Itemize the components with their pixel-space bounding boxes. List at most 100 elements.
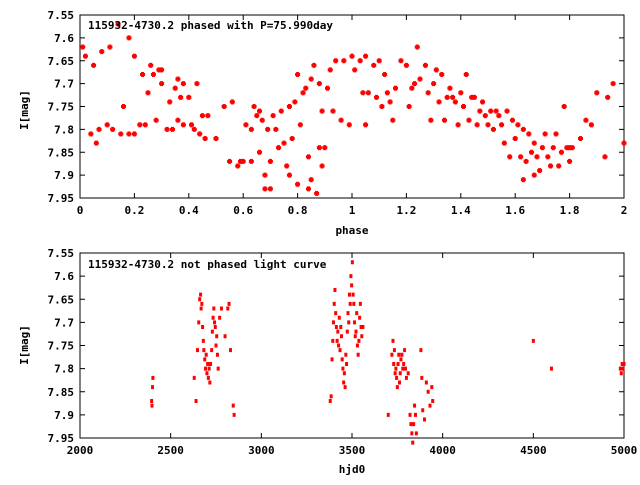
data-point [520, 126, 526, 132]
data-point [360, 90, 366, 96]
data-point [352, 67, 358, 73]
data-point [284, 163, 290, 169]
data-point [386, 412, 390, 417]
data-point [199, 306, 203, 311]
data-point [409, 85, 415, 91]
x-tick-label: 1.6 [505, 204, 525, 217]
data-point [259, 117, 265, 123]
data-point [469, 94, 475, 100]
data-point [159, 67, 165, 73]
data-point [96, 126, 102, 132]
data-point [504, 108, 510, 114]
data-point [482, 113, 488, 119]
data-point [137, 122, 143, 128]
data-point [199, 113, 205, 119]
data-point [229, 348, 233, 353]
data-point [107, 44, 113, 50]
data-point [322, 145, 328, 151]
data-point [347, 292, 351, 297]
data-point [214, 343, 218, 348]
data-point [344, 352, 348, 357]
data-point [356, 352, 360, 357]
data-point [151, 375, 155, 380]
data-point [333, 58, 339, 64]
data-point [403, 366, 407, 371]
x-tick-label: 2000 [67, 444, 94, 457]
data-point [393, 85, 399, 91]
data-point [390, 117, 396, 123]
data-point [358, 301, 362, 306]
data-point [412, 422, 416, 427]
data-point [548, 163, 554, 169]
data-point [421, 408, 425, 413]
data-point [395, 375, 399, 380]
data-point [382, 71, 388, 77]
data-point [402, 362, 406, 366]
data-point [567, 145, 573, 151]
x-tick-label: 1.8 [560, 204, 580, 217]
data-point [409, 422, 413, 427]
x-tick-label: 4500 [520, 444, 547, 457]
data-point [363, 122, 369, 128]
data-point [384, 90, 390, 96]
data-point [414, 431, 418, 436]
data-point [145, 90, 151, 96]
data-point [355, 311, 359, 316]
data-point [365, 90, 371, 96]
data-point [523, 158, 529, 164]
data-point [360, 334, 364, 339]
unphased-plot-ticks: 2000 2500 3000 3500 4000 4500 5000 7.55 7.6 7.65 7… [48, 247, 638, 457]
data-point [345, 362, 349, 366]
data-point [394, 366, 398, 371]
data-point [227, 301, 231, 306]
unphased-plot-panel: 2000 2500 3000 3500 4000 4500 5000 7.55 7.6 7.65 7… [18, 247, 637, 476]
data-point [518, 154, 524, 160]
data-point [349, 274, 353, 279]
data-point [197, 320, 201, 325]
data-point [411, 440, 415, 445]
data-point [501, 140, 507, 146]
data-point [359, 325, 363, 329]
data-point [213, 325, 217, 329]
data-point [88, 131, 94, 137]
y-tick-label: 7.95 [48, 192, 75, 205]
data-point [349, 53, 355, 59]
data-point [329, 394, 333, 399]
data-point [393, 371, 397, 376]
data-point [403, 348, 407, 353]
y-tick-label: 7.65 [48, 55, 75, 68]
y-tick-label: 7.7 [54, 78, 74, 91]
data-point [341, 366, 345, 371]
data-point [115, 21, 121, 27]
data-point [376, 58, 382, 64]
data-point [295, 181, 301, 187]
phased-plot-ticks: 0 0.2 0.4 0.6 0.8 1 1.2 1.4 1.6 1.8 2 7.55 7.6 7.65 7.… [48, 9, 628, 217]
data-point [140, 71, 146, 77]
data-point [196, 348, 200, 353]
data-point [295, 71, 301, 77]
data-point [334, 311, 338, 316]
data-point [496, 113, 502, 119]
data-point [342, 371, 346, 376]
y-tick-label: 7.8 [54, 123, 74, 136]
phased-plot-panel: 0 0.2 0.4 0.6 0.8 1 1.2 1.4 1.6 1.8 2 7.55 7.6 7.65 7.… [18, 9, 627, 237]
data-point [452, 99, 458, 105]
data-point [398, 380, 402, 385]
data-point [104, 122, 110, 128]
data-point [338, 117, 344, 123]
data-point [537, 168, 543, 174]
data-point [515, 122, 521, 128]
data-point [480, 99, 486, 105]
data-point [605, 94, 611, 100]
data-point [444, 94, 450, 100]
data-point [126, 131, 132, 137]
data-point [336, 329, 340, 334]
unphased-plot-points [150, 260, 626, 445]
data-point [215, 334, 219, 339]
data-point [194, 81, 200, 87]
data-point [400, 352, 404, 357]
data-point [186, 94, 192, 100]
data-point [292, 99, 298, 105]
data-point [373, 94, 379, 100]
data-point [213, 136, 219, 142]
